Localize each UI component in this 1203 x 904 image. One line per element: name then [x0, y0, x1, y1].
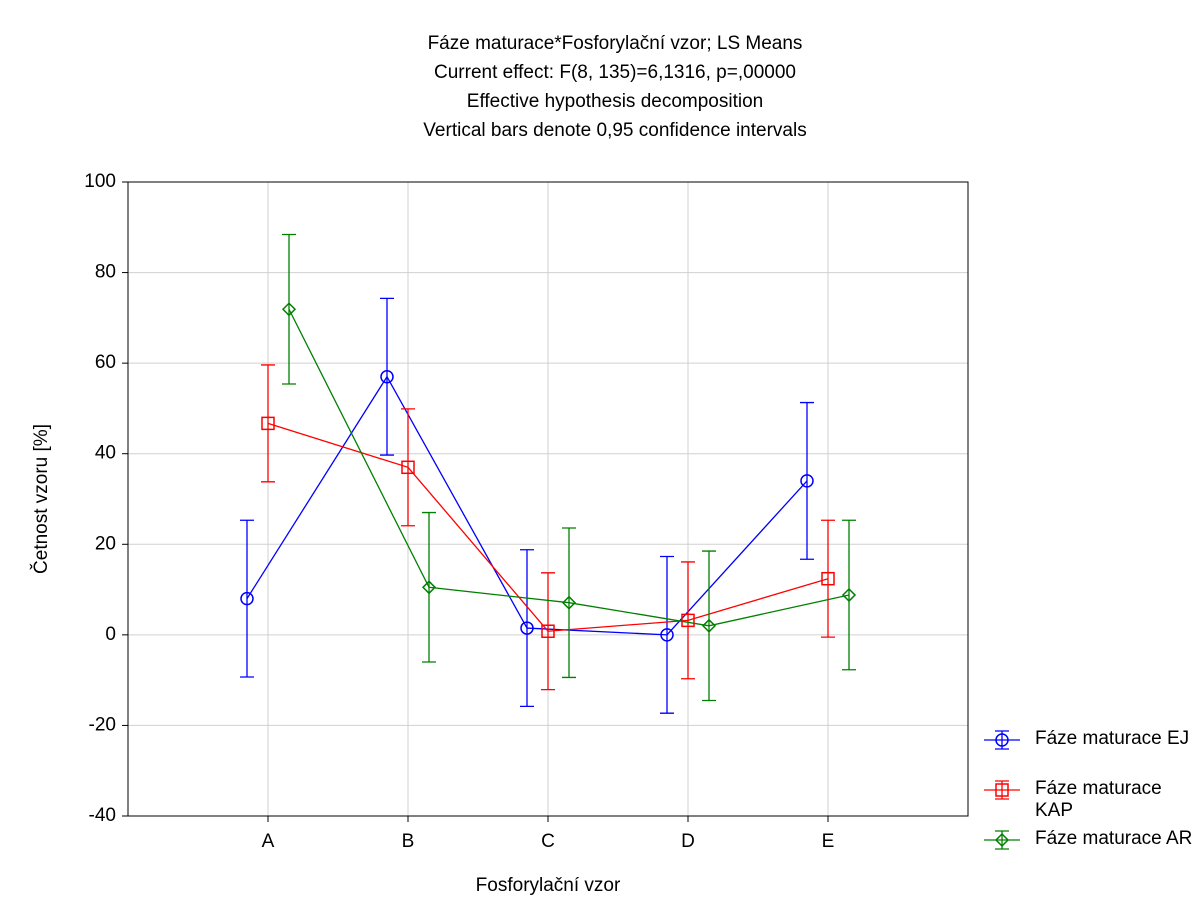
marker — [994, 832, 1010, 848]
plot-frame — [127, 181, 969, 817]
marker — [380, 369, 394, 384]
x-tick-label: D — [681, 831, 695, 852]
chart-title: Fáze maturace*Fosforylační vzor; LS Mean… — [428, 33, 803, 54]
x-tick-label: C — [541, 831, 555, 852]
y-tick-label: 100 — [84, 171, 116, 192]
marker — [520, 621, 534, 635]
y-tick-label: 60 — [95, 352, 116, 373]
error-bar — [282, 233, 296, 385]
marker — [800, 474, 814, 488]
marker — [841, 587, 857, 603]
marker — [681, 613, 695, 628]
y-axis-label: Četnost vzoru [%] — [30, 424, 52, 574]
error-bar — [821, 519, 835, 638]
error-bar — [520, 549, 534, 708]
error-bar — [541, 572, 555, 691]
marker — [240, 591, 254, 606]
marker — [261, 416, 275, 431]
marker — [401, 460, 415, 475]
error-bar — [401, 408, 415, 527]
marker — [701, 618, 717, 633]
x-tick-label: E — [822, 831, 835, 852]
legend-symbol — [984, 830, 1020, 850]
error-bar — [562, 527, 576, 679]
marker — [561, 595, 577, 610]
legend-label: Fáze maturace AR — [1035, 828, 1193, 849]
legend-label: Fáze maturace EJ — [1035, 728, 1190, 749]
y-tick-label: 0 — [105, 624, 116, 645]
legend-symbol — [984, 730, 1020, 750]
chart-title: Effective hypothesis decomposition — [467, 91, 763, 112]
legend-label: Fáze maturace KAP — [1035, 778, 1162, 821]
marker — [281, 302, 297, 317]
marker — [541, 624, 555, 638]
error-bar — [660, 555, 674, 714]
marker — [421, 580, 437, 595]
y-tick-label: -40 — [89, 805, 116, 826]
marker — [995, 733, 1009, 747]
marker — [660, 628, 674, 642]
error-bar — [842, 519, 856, 671]
error-bar — [422, 511, 436, 663]
x-tick-label: A — [262, 831, 275, 852]
legend-symbol — [984, 780, 1020, 800]
error-bar — [261, 364, 275, 483]
y-tick-label: 20 — [95, 533, 116, 554]
y-tick-label: 40 — [95, 443, 116, 464]
chart-title: Current effect: F(8, 135)=6,1316, p=,000… — [434, 62, 796, 83]
error-bar — [800, 401, 814, 560]
error-bar — [681, 561, 695, 680]
error-bar — [702, 550, 716, 702]
marker — [995, 783, 1009, 797]
marker — [821, 571, 835, 586]
error-bar — [380, 297, 394, 456]
y-tick-label: 80 — [95, 262, 116, 283]
y-tick-label: -20 — [89, 714, 116, 735]
chart-title: Vertical bars denote 0,95 confidence int… — [423, 120, 806, 141]
x-tick-label: B — [402, 831, 415, 852]
error-bar — [240, 519, 254, 678]
x-axis-label: Fosforylační vzor — [476, 875, 621, 896]
